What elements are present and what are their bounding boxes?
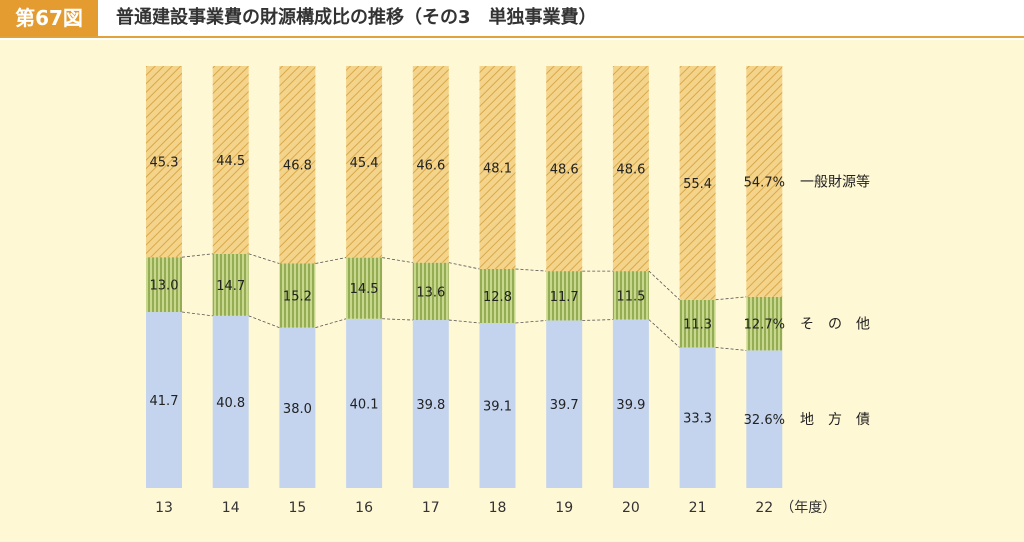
connector-line-17-1	[448, 262, 480, 270]
connector-line-15-1	[315, 257, 347, 264]
value-label-others-16: 14.5	[350, 282, 379, 297]
connector-line-18-0	[515, 320, 547, 324]
bar-segment-local-bond-21	[679, 347, 716, 488]
connector-line-14-0	[248, 315, 280, 329]
bar-segment-others-16	[346, 257, 383, 319]
connector-line-16-1	[382, 257, 413, 264]
bar-segment-local-bond-14	[212, 315, 249, 488]
bar-segment-general-fund-22	[746, 66, 783, 297]
bar-segment-local-bond-15	[279, 327, 316, 488]
value-label-others-18: 12.8	[483, 290, 512, 305]
bar-segment-others-22	[746, 296, 783, 351]
connector-line-20-1	[648, 270, 680, 301]
value-label-others-15: 15.2	[283, 290, 312, 305]
figure-number-badge: 第67図	[0, 0, 98, 36]
bar-segment-others-17	[412, 262, 449, 321]
bar-segment-general-fund-21	[679, 66, 716, 300]
value-label-general-fund-17: 46.6	[416, 158, 445, 173]
x-tick-label-21: 21	[689, 500, 707, 516]
bar-segment-local-bond-17	[412, 320, 449, 488]
connector-line-13-0	[181, 311, 213, 317]
value-label-local-bond-16: 40.1	[350, 397, 379, 412]
value-label-general-fund-13: 45.3	[150, 156, 179, 171]
connector-line-19-0	[582, 319, 613, 321]
bar-segment-local-bond-18	[479, 322, 516, 488]
bar-segment-others-13	[146, 257, 182, 313]
bar-segment-general-fund-18	[479, 66, 516, 269]
bar-segment-general-fund-15	[279, 66, 316, 264]
bar-segment-general-fund-17	[412, 66, 449, 263]
value-label-others-19: 11.7	[550, 290, 579, 305]
x-tick-label-22: 22	[755, 500, 773, 516]
bar-segment-local-bond-22	[746, 350, 783, 488]
bar-segment-local-bond-19	[546, 320, 583, 488]
legend-label-general-fund: 一般財源等	[800, 173, 870, 190]
connector-line-18-1	[515, 268, 547, 272]
value-label-others-20: 11.5	[616, 289, 645, 304]
value-label-general-fund-20: 48.6	[616, 163, 645, 178]
connector-line-21-1	[715, 296, 747, 301]
value-label-local-bond-13: 41.7	[150, 394, 179, 409]
value-label-local-bond-22: 32.6%	[744, 413, 785, 428]
value-label-general-fund-15: 46.8	[283, 159, 312, 174]
bar-segment-general-fund-13	[146, 66, 182, 258]
bar-segment-local-bond-16	[346, 318, 383, 488]
value-label-general-fund-18: 48.1	[483, 161, 512, 176]
value-label-local-bond-20: 39.9	[616, 398, 645, 413]
value-label-general-fund-14: 44.5	[216, 154, 245, 169]
connector-line-15-0	[315, 318, 347, 329]
value-label-general-fund-16: 45.4	[350, 156, 379, 171]
bar-segment-local-bond-13	[146, 312, 182, 488]
x-tick-label-18: 18	[489, 500, 507, 516]
value-label-local-bond-15: 38.0	[283, 402, 312, 417]
value-label-local-bond-18: 39.1	[483, 399, 512, 414]
bar-segment-others-20	[612, 271, 649, 320]
connector-line-20-0	[648, 319, 680, 348]
value-label-others-13: 13.0	[150, 279, 179, 294]
value-label-others-14: 14.7	[216, 279, 245, 294]
legend-label-local-bond: 地 方 債	[800, 412, 870, 428]
value-label-local-bond-21: 33.3	[683, 412, 712, 427]
bar-segment-general-fund-19	[546, 66, 583, 272]
bar-segment-general-fund-16	[346, 66, 383, 258]
bar-segment-others-15	[279, 263, 316, 328]
bar-segment-others-21	[679, 299, 716, 348]
x-tick-label-17: 17	[422, 500, 440, 516]
bar-segment-general-fund-14	[212, 66, 249, 254]
x-tick-label-15: 15	[288, 500, 306, 516]
value-label-others-17: 13.6	[416, 285, 445, 300]
figure-header: 第67図 普通建設事業費の財源構成比の推移（その3 単独事業費）	[0, 0, 1024, 38]
value-label-others-21: 11.3	[683, 318, 712, 333]
bar-segment-local-bond-20	[612, 319, 649, 488]
legend-label-others: そ の 他	[800, 317, 870, 333]
value-label-general-fund-19: 48.6	[550, 163, 579, 178]
x-tick-label-20: 20	[622, 500, 640, 516]
x-tick-label-14: 14	[222, 500, 240, 516]
value-label-local-bond-19: 39.7	[550, 398, 579, 413]
bar-segment-others-18	[479, 268, 516, 323]
bar-segment-others-14	[212, 253, 249, 316]
x-tick-label-19: 19	[555, 500, 573, 516]
value-label-local-bond-14: 40.8	[216, 396, 245, 411]
value-label-general-fund-22: 54.7%	[744, 175, 785, 190]
x-tick-label-16: 16	[355, 500, 373, 516]
connector-line-21-0	[715, 347, 747, 351]
x-tick-label-13: 13	[155, 500, 173, 516]
value-label-general-fund-21: 55.4	[683, 177, 712, 192]
x-axis-unit-label: （年度）	[780, 500, 836, 516]
bar-segment-general-fund-20	[612, 66, 649, 272]
bar-segment-others-19	[546, 271, 583, 321]
value-label-others-22: 12.7%	[744, 318, 785, 333]
value-label-local-bond-17: 39.8	[416, 398, 445, 413]
connector-line-17-0	[448, 319, 480, 324]
connector-line-14-1	[248, 253, 280, 264]
connector-line-16-0	[382, 318, 413, 321]
connector-line-13-1	[181, 253, 213, 258]
figure-title: 普通建設事業費の財源構成比の推移（その3 単独事業費）	[116, 7, 597, 28]
